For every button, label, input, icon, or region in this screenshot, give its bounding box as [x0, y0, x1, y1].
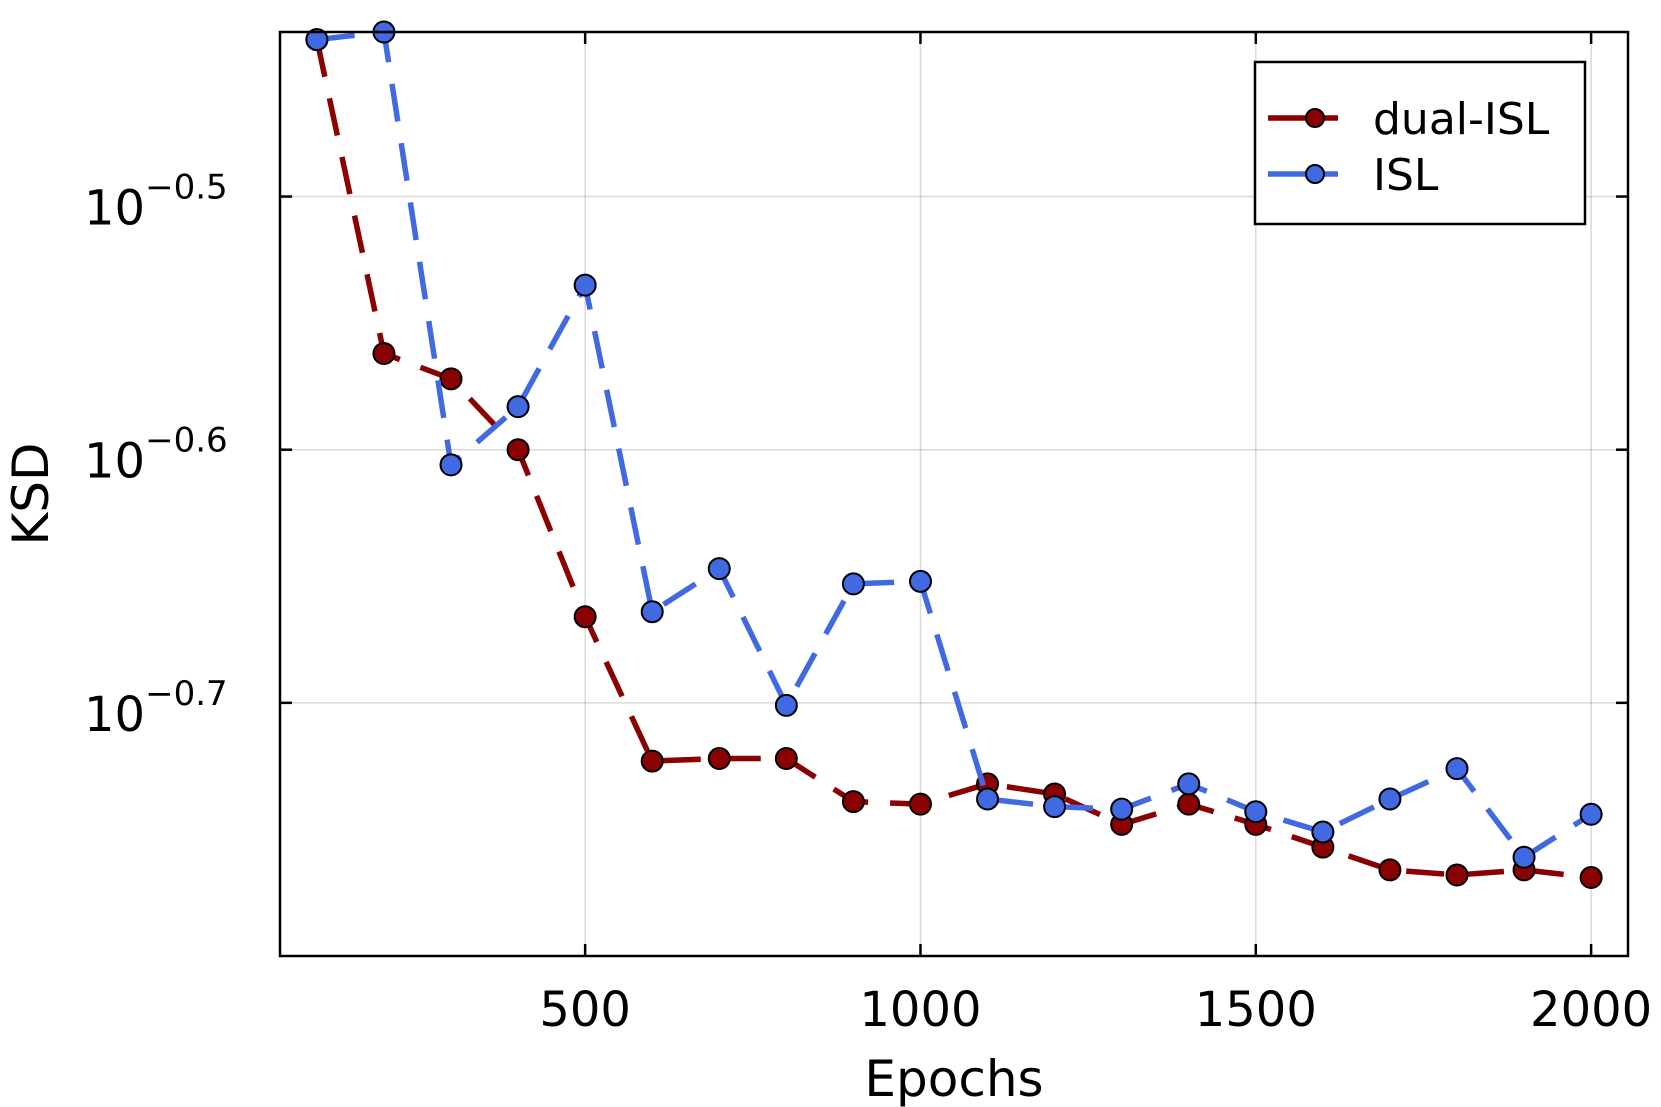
legend-marker-isl [1305, 164, 1325, 184]
data-point-isl [1445, 757, 1469, 781]
y-axis-label: KSD [2, 442, 60, 545]
legend-box [1253, 60, 1587, 226]
data-point-isl [707, 557, 731, 581]
x-tick-label: 1000 [859, 982, 981, 1038]
x-tick-label: 2000 [1530, 982, 1652, 1038]
data-point-isl [1311, 820, 1335, 844]
data-point-dual-isl [1445, 863, 1469, 887]
data-point-isl [1378, 787, 1402, 811]
data-point-isl [1110, 797, 1134, 821]
series-layer [305, 20, 1603, 890]
legend-marker-dual-isl [1305, 108, 1325, 128]
data-point-isl [1579, 802, 1603, 826]
data-point-dual-isl [841, 790, 865, 814]
data-point-dual-isl [908, 792, 932, 816]
series-line-dual-isl [314, 39, 1592, 881]
data-point-isl [506, 395, 530, 419]
x-tick-labels: 500 1000 1500 2000 [539, 982, 1652, 1038]
data-point-isl [976, 787, 1000, 811]
y-tick-labels: 10−0.5 10−0.6 10−0.7 [84, 168, 228, 743]
data-point-isl [573, 273, 597, 297]
axis-ticks [280, 32, 1628, 956]
data-point-isl [1043, 795, 1067, 819]
series-line-isl [316, 29, 1593, 861]
data-point-dual-isl [439, 367, 463, 391]
data-point-dual-isl [1177, 792, 1201, 816]
y-tick-label: 10−0.5 [84, 168, 228, 237]
data-point-dual-isl [506, 438, 530, 462]
data-point-isl [305, 28, 329, 52]
data-point-isl [439, 453, 463, 477]
data-point-dual-isl [774, 747, 798, 771]
data-point-dual-isl [1579, 866, 1603, 890]
y-tick-label: 10−0.6 [84, 421, 228, 490]
data-point-dual-isl [573, 605, 597, 629]
x-axis-label: Epochs [864, 1050, 1043, 1107]
data-point-isl [774, 693, 798, 717]
plot-frame [278, 30, 1630, 958]
data-point-dual-isl [640, 749, 664, 773]
x-tick-label: 500 [539, 982, 631, 1038]
y-tick-label: 10−0.7 [84, 674, 228, 743]
data-point-isl [908, 569, 932, 593]
data-point-dual-isl [1378, 858, 1402, 882]
data-point-isl [1177, 772, 1201, 796]
x-tick-label: 1500 [1195, 982, 1317, 1038]
data-point-dual-isl [707, 747, 731, 771]
legend-label-dual-isl: dual-ISL [1373, 94, 1550, 145]
data-point-isl [640, 600, 664, 624]
legend-label-isl: ISL [1373, 150, 1439, 201]
data-point-isl [841, 572, 865, 596]
data-point-isl [1244, 800, 1268, 824]
data-point-dual-isl [372, 342, 396, 366]
data-point-isl [1512, 845, 1536, 869]
